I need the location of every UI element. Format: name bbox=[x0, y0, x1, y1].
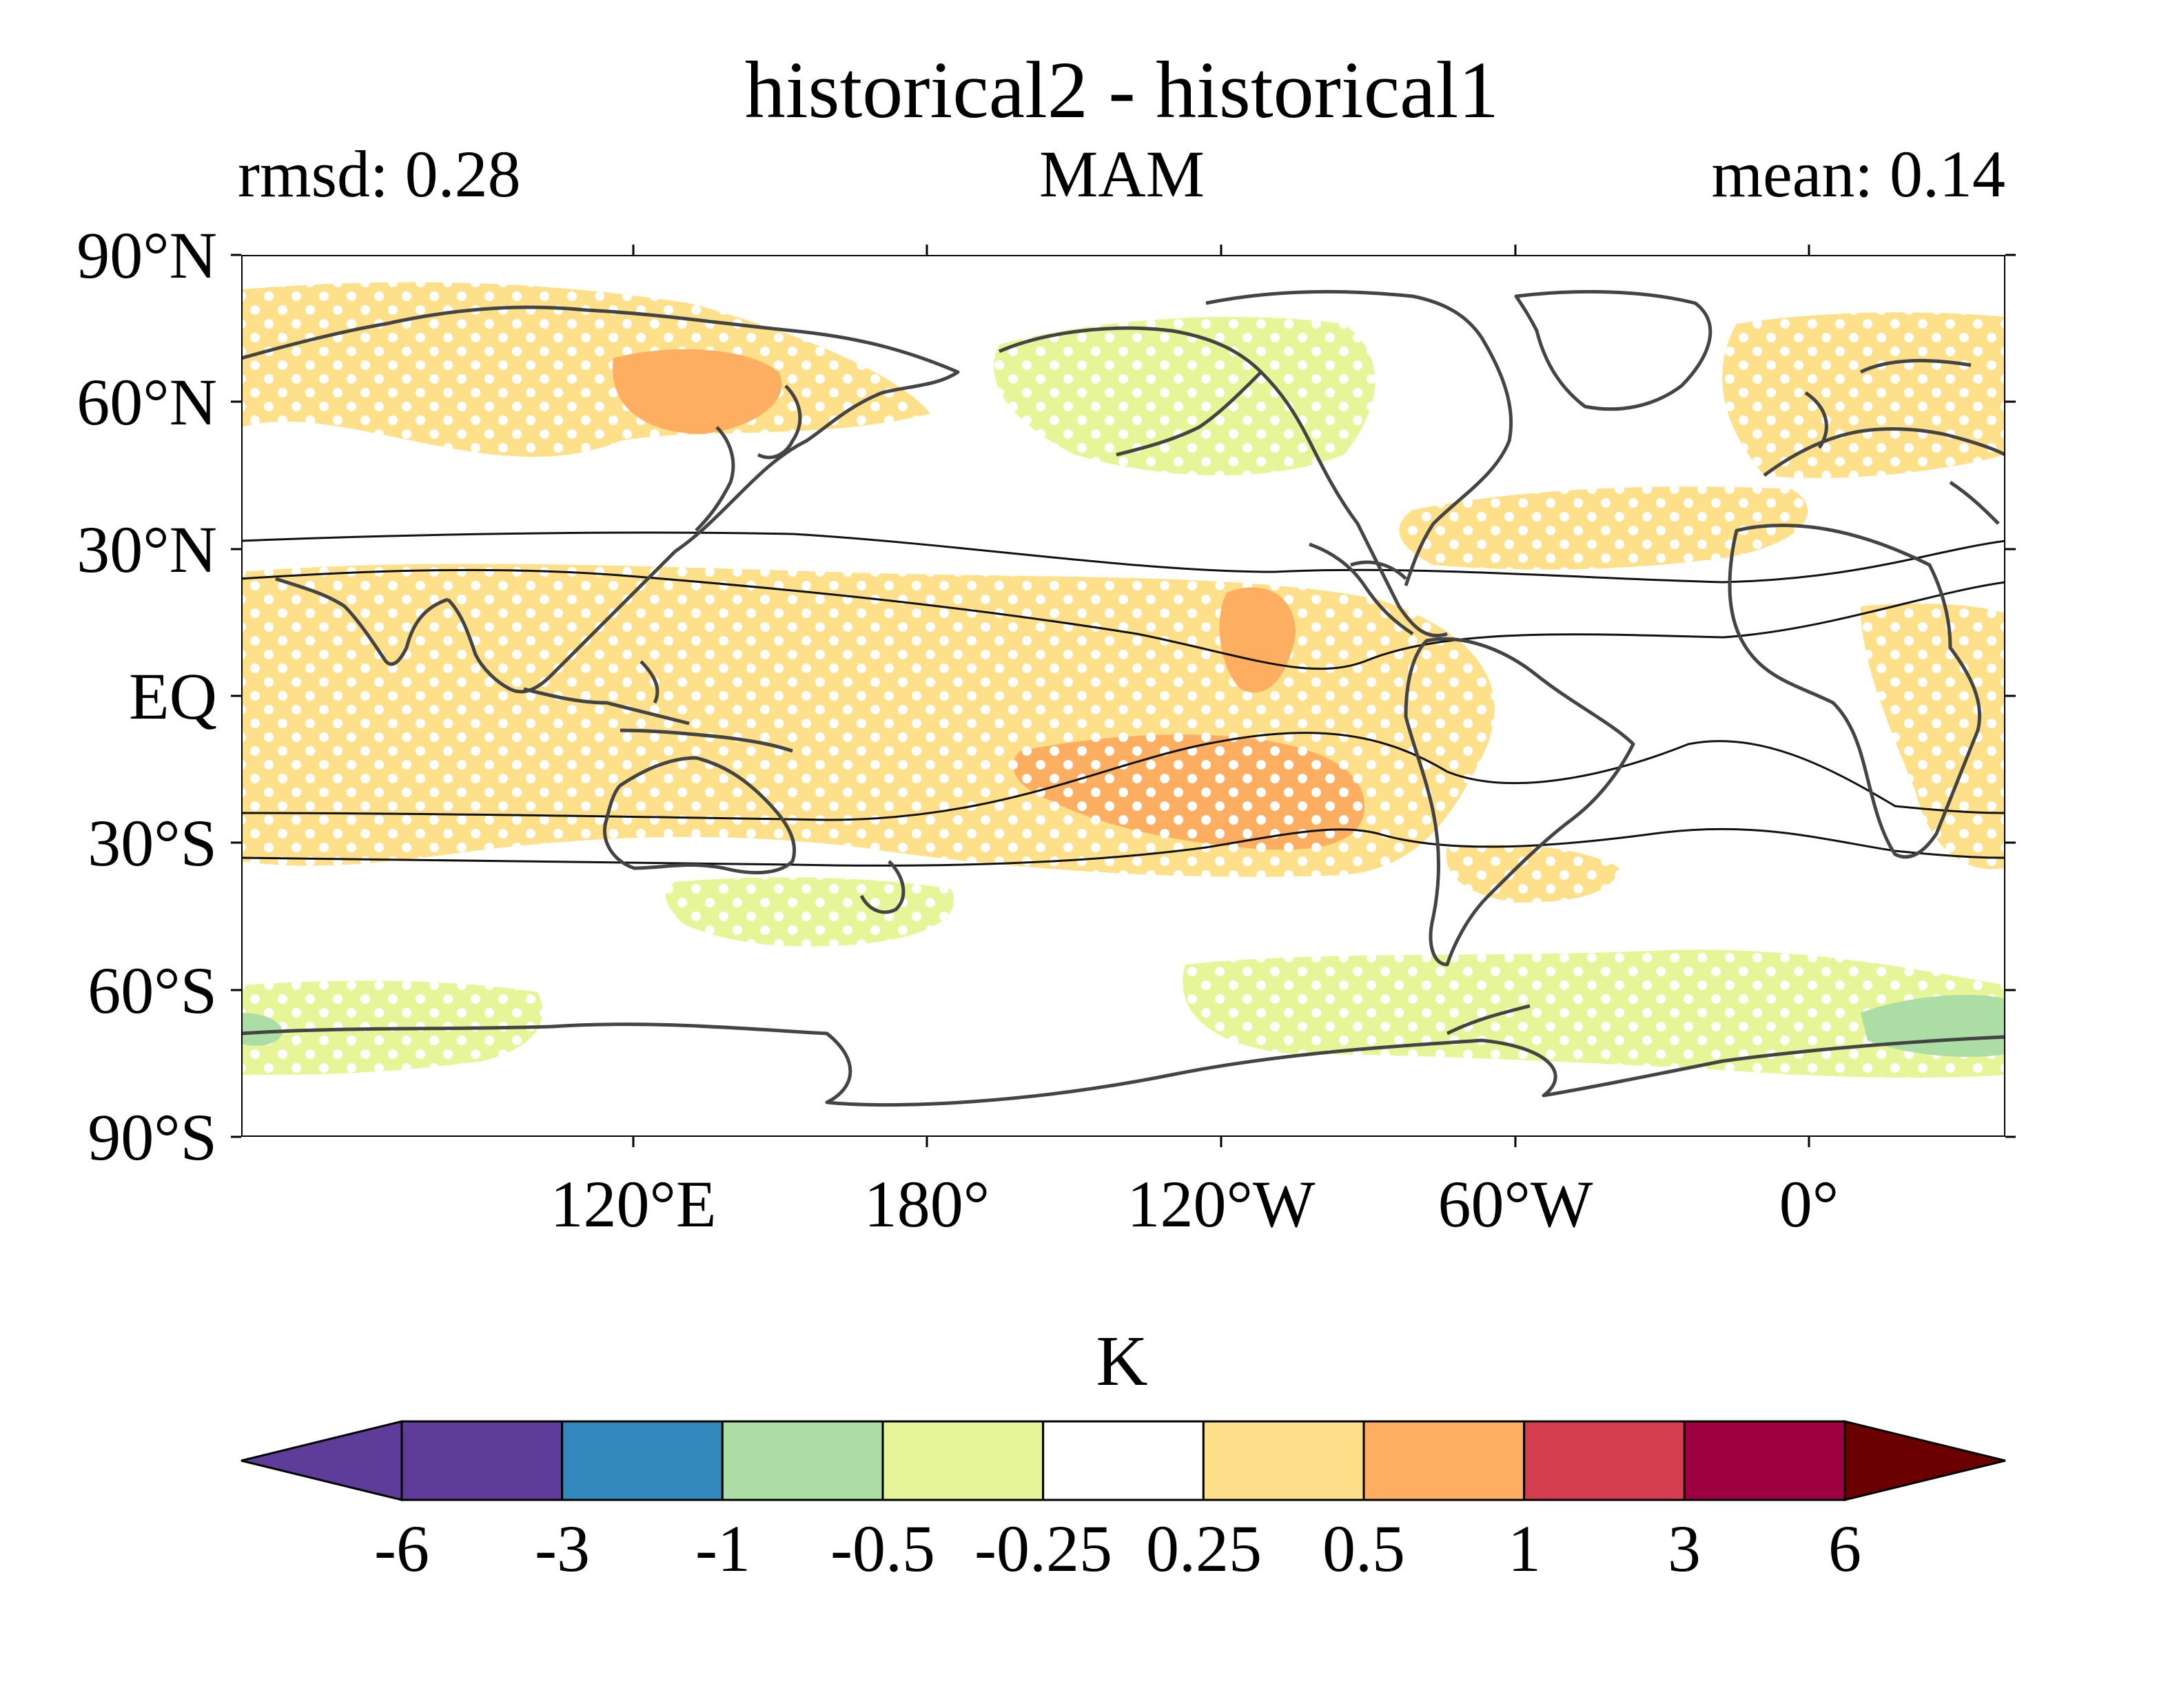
colorbar-segment bbox=[1362, 1420, 1526, 1501]
anomaly-shading bbox=[241, 282, 2005, 1078]
colorbar-segment bbox=[400, 1420, 564, 1501]
colorbar-tick-label: 0.25 bbox=[1146, 1512, 1262, 1585]
colorbar-segment bbox=[1042, 1420, 1205, 1501]
colorbar-segment bbox=[1202, 1420, 1365, 1501]
colorbar: K -6 -3 -1 -0.5 -0.25 0.25 0.5 1 3 6 bbox=[241, 1321, 2006, 1585]
colorbar-tick-label: -0.5 bbox=[830, 1512, 935, 1585]
y-tick-label: 30°S bbox=[88, 806, 217, 880]
y-axis-ticks bbox=[231, 254, 2016, 1138]
y-tick-label: EQ bbox=[129, 659, 217, 733]
x-tick-label: 120°E bbox=[550, 1167, 716, 1241]
colorbar-tick-label: 3 bbox=[1668, 1512, 1701, 1585]
colorbar-tick-label: 6 bbox=[1828, 1512, 1861, 1585]
mean-label: mean: 0.14 bbox=[1711, 137, 2005, 211]
y-tick-labels: 90°N 60°N 30°N EQ 30°S 60°S 90°S bbox=[76, 218, 217, 1174]
colorbar-segment bbox=[1683, 1420, 1846, 1501]
colorbar-segment bbox=[721, 1420, 884, 1501]
y-tick-label: 60°N bbox=[76, 365, 217, 439]
colorbar-segment bbox=[1523, 1420, 1686, 1501]
colorbar-extend-low bbox=[241, 1420, 403, 1501]
x-tick-label: 120°W bbox=[1127, 1167, 1316, 1241]
y-tick-label: 90°S bbox=[88, 1100, 217, 1174]
rmsd-label: rmsd: 0.28 bbox=[238, 137, 521, 211]
x-tick-label: 0° bbox=[1779, 1167, 1839, 1241]
climatology-contours bbox=[241, 531, 2005, 867]
colorbar-tick-label: 0.5 bbox=[1322, 1512, 1405, 1585]
x-tick-labels: 120°E 180° 120°W 60°W 0° bbox=[550, 1167, 1839, 1241]
colorbar-tick-label: -3 bbox=[535, 1512, 590, 1585]
colorbar-tick-label: -1 bbox=[695, 1512, 750, 1585]
colorbar-tick-label: -0.25 bbox=[974, 1512, 1112, 1585]
y-tick-label: 90°N bbox=[76, 218, 217, 292]
y-tick-label: 30°N bbox=[76, 513, 217, 586]
colorbar-unit-label: K bbox=[1096, 1321, 1147, 1401]
y-tick-label: 60°S bbox=[88, 954, 217, 1027]
colorbar-segment bbox=[881, 1420, 1045, 1501]
x-tick-label: 180° bbox=[864, 1167, 990, 1241]
colorbar-tick-label: -6 bbox=[374, 1512, 429, 1585]
x-tick-label: 60°W bbox=[1438, 1167, 1593, 1241]
colorbar-extend-high bbox=[1843, 1420, 2006, 1501]
colorbar-tick-label: 1 bbox=[1508, 1512, 1541, 1585]
x-axis-ticks bbox=[632, 245, 1810, 1147]
coastlines bbox=[241, 289, 2005, 1107]
map-panel bbox=[241, 255, 2005, 1137]
colorbar-segment bbox=[561, 1420, 724, 1501]
figure-title: historical2 - historical1 bbox=[745, 45, 1500, 135]
season-label: MAM bbox=[1039, 137, 1205, 211]
